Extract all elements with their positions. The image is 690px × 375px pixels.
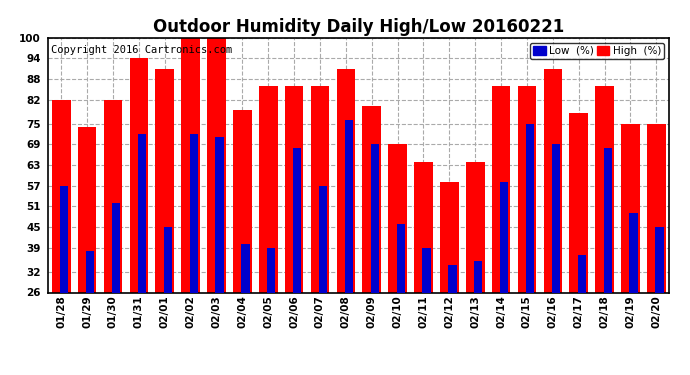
- Bar: [414, 162, 433, 292]
- Bar: [319, 186, 327, 292]
- Bar: [78, 127, 97, 292]
- Bar: [190, 134, 198, 292]
- Bar: [526, 124, 534, 292]
- Title: Outdoor Humidity Daily High/Low 20160221: Outdoor Humidity Daily High/Low 20160221: [153, 18, 564, 36]
- Bar: [130, 58, 148, 292]
- Bar: [337, 69, 355, 292]
- Bar: [241, 244, 250, 292]
- Bar: [267, 248, 275, 292]
- Bar: [629, 213, 638, 292]
- Bar: [310, 86, 329, 292]
- Bar: [422, 248, 431, 292]
- Bar: [259, 86, 277, 292]
- Bar: [595, 86, 614, 292]
- Bar: [604, 148, 612, 292]
- Bar: [155, 69, 174, 292]
- Bar: [86, 251, 95, 292]
- Bar: [138, 134, 146, 292]
- Bar: [293, 148, 302, 292]
- Bar: [60, 186, 68, 292]
- Bar: [544, 69, 562, 292]
- Bar: [466, 162, 484, 292]
- Bar: [52, 99, 70, 292]
- Bar: [448, 265, 457, 292]
- Bar: [518, 86, 536, 292]
- Bar: [500, 182, 509, 292]
- Bar: [362, 106, 381, 292]
- Bar: [371, 144, 379, 292]
- Bar: [578, 255, 586, 292]
- Bar: [345, 120, 353, 292]
- Bar: [233, 110, 252, 292]
- Bar: [215, 137, 224, 292]
- Bar: [112, 203, 120, 292]
- Bar: [552, 144, 560, 292]
- Text: Copyright 2016 Cartronics.com: Copyright 2016 Cartronics.com: [51, 45, 233, 55]
- Bar: [181, 38, 200, 292]
- Bar: [207, 38, 226, 292]
- Bar: [474, 261, 482, 292]
- Bar: [388, 144, 407, 292]
- Bar: [285, 86, 304, 292]
- Bar: [164, 227, 172, 292]
- Bar: [656, 227, 664, 292]
- Bar: [440, 182, 459, 292]
- Bar: [569, 113, 588, 292]
- Bar: [397, 224, 405, 292]
- Bar: [621, 124, 640, 292]
- Bar: [104, 99, 122, 292]
- Bar: [647, 124, 666, 292]
- Legend: Low  (%), High  (%): Low (%), High (%): [530, 43, 664, 59]
- Bar: [492, 86, 511, 292]
